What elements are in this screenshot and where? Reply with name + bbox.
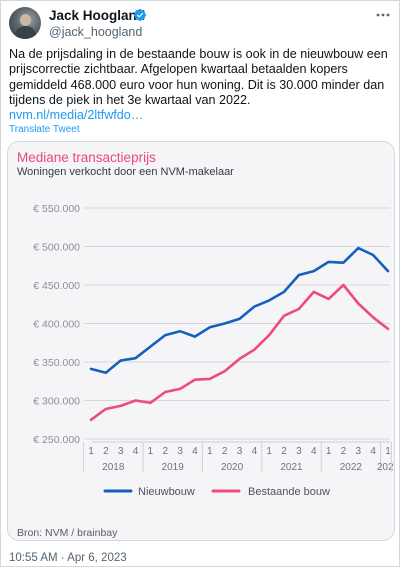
author-handle[interactable]: @jack_hoogland <box>49 25 143 39</box>
nieuwbouw-line <box>89 246 390 375</box>
x-tick-quarter: 1 <box>148 446 154 457</box>
x-tick-quarter: 2 <box>341 446 347 457</box>
chart-subtitle: Woningen verkocht door een NVM-makelaar <box>17 166 234 178</box>
x-tick-quarter: 2 <box>103 446 109 457</box>
line-chart: € 550.000 € 500.000 € 450.000 € 400.000 € 35… <box>33 203 395 498</box>
x-tick-quarter: 4 <box>311 446 317 457</box>
y-tick-label: € 350.000 <box>33 357 80 369</box>
avatar[interactable] <box>9 7 41 39</box>
y-tick-label: € 300.000 <box>33 396 80 408</box>
chart-title: Mediane transactieprijs <box>17 150 156 165</box>
x-tick-quarter: 2 <box>162 446 168 457</box>
legend-nieuwbouw-label: Nieuwbouw <box>138 486 195 498</box>
chart-source: Bron: NVM / brainbay <box>17 527 118 539</box>
x-tick-year: 2021 <box>280 462 303 473</box>
tweet-link[interactable]: nvm.nl/media/2ltfwfdo… <box>9 108 144 122</box>
author-name[interactable]: Jack Hoogland <box>49 8 146 23</box>
verified-badge-icon <box>134 9 146 21</box>
tweet-header: Jack Hoogland @jack_hoogland <box>9 7 393 41</box>
x-tick-quarter: 3 <box>177 446 183 457</box>
translate-tweet-link[interactable]: Translate Tweet <box>9 124 80 135</box>
more-options-icon[interactable] <box>375 9 391 21</box>
bestaande-bouw-line <box>89 283 390 422</box>
tweet-timestamp[interactable]: 10:55 AM · Apr 6, 2023 <box>9 552 127 564</box>
x-tick-quarter: 4 <box>252 446 258 457</box>
y-tick-label: € 250.000 <box>33 434 80 446</box>
x-tick-quarter: 4 <box>133 446 139 457</box>
x-tick-quarter: 1 <box>266 446 272 457</box>
x-tick-year: 2020 <box>221 462 244 473</box>
x-tick-year: 2018 <box>102 462 125 473</box>
tweet-text: Na de prijsdaling in de bestaande bouw i… <box>9 47 388 108</box>
y-tick-label: € 450.000 <box>33 280 80 292</box>
x-tick-quarter: 1 <box>326 446 332 457</box>
x-tick-quarter: 4 <box>192 446 198 457</box>
x-tick-quarter: 1 <box>385 446 391 457</box>
y-tick-label: € 550.000 <box>33 203 80 215</box>
x-tick-year: 2019 <box>162 462 185 473</box>
x-tick-year: 2023 <box>377 462 395 473</box>
x-tick-quarter: 1 <box>88 446 94 457</box>
x-tick-quarter: 1 <box>207 446 213 457</box>
x-tick-quarter: 3 <box>237 446 243 457</box>
x-tick-quarter: 3 <box>118 446 124 457</box>
legend-bestaande-bouw-label: Bestaande bouw <box>248 486 330 498</box>
x-tick-quarter: 3 <box>356 446 362 457</box>
x-tick-quarter: 2 <box>281 446 287 457</box>
y-tick-label: € 500.000 <box>33 242 80 254</box>
x-tick-quarter: 2 <box>222 446 228 457</box>
y-tick-label: € 400.000 <box>33 319 80 331</box>
x-tick-quarter: 3 <box>296 446 302 457</box>
chart-image-card[interactable]: Mediane transactieprijs Woningen verkoch… <box>7 141 395 541</box>
x-tick-year: 2022 <box>340 462 363 473</box>
x-tick-quarter: 4 <box>370 446 376 457</box>
